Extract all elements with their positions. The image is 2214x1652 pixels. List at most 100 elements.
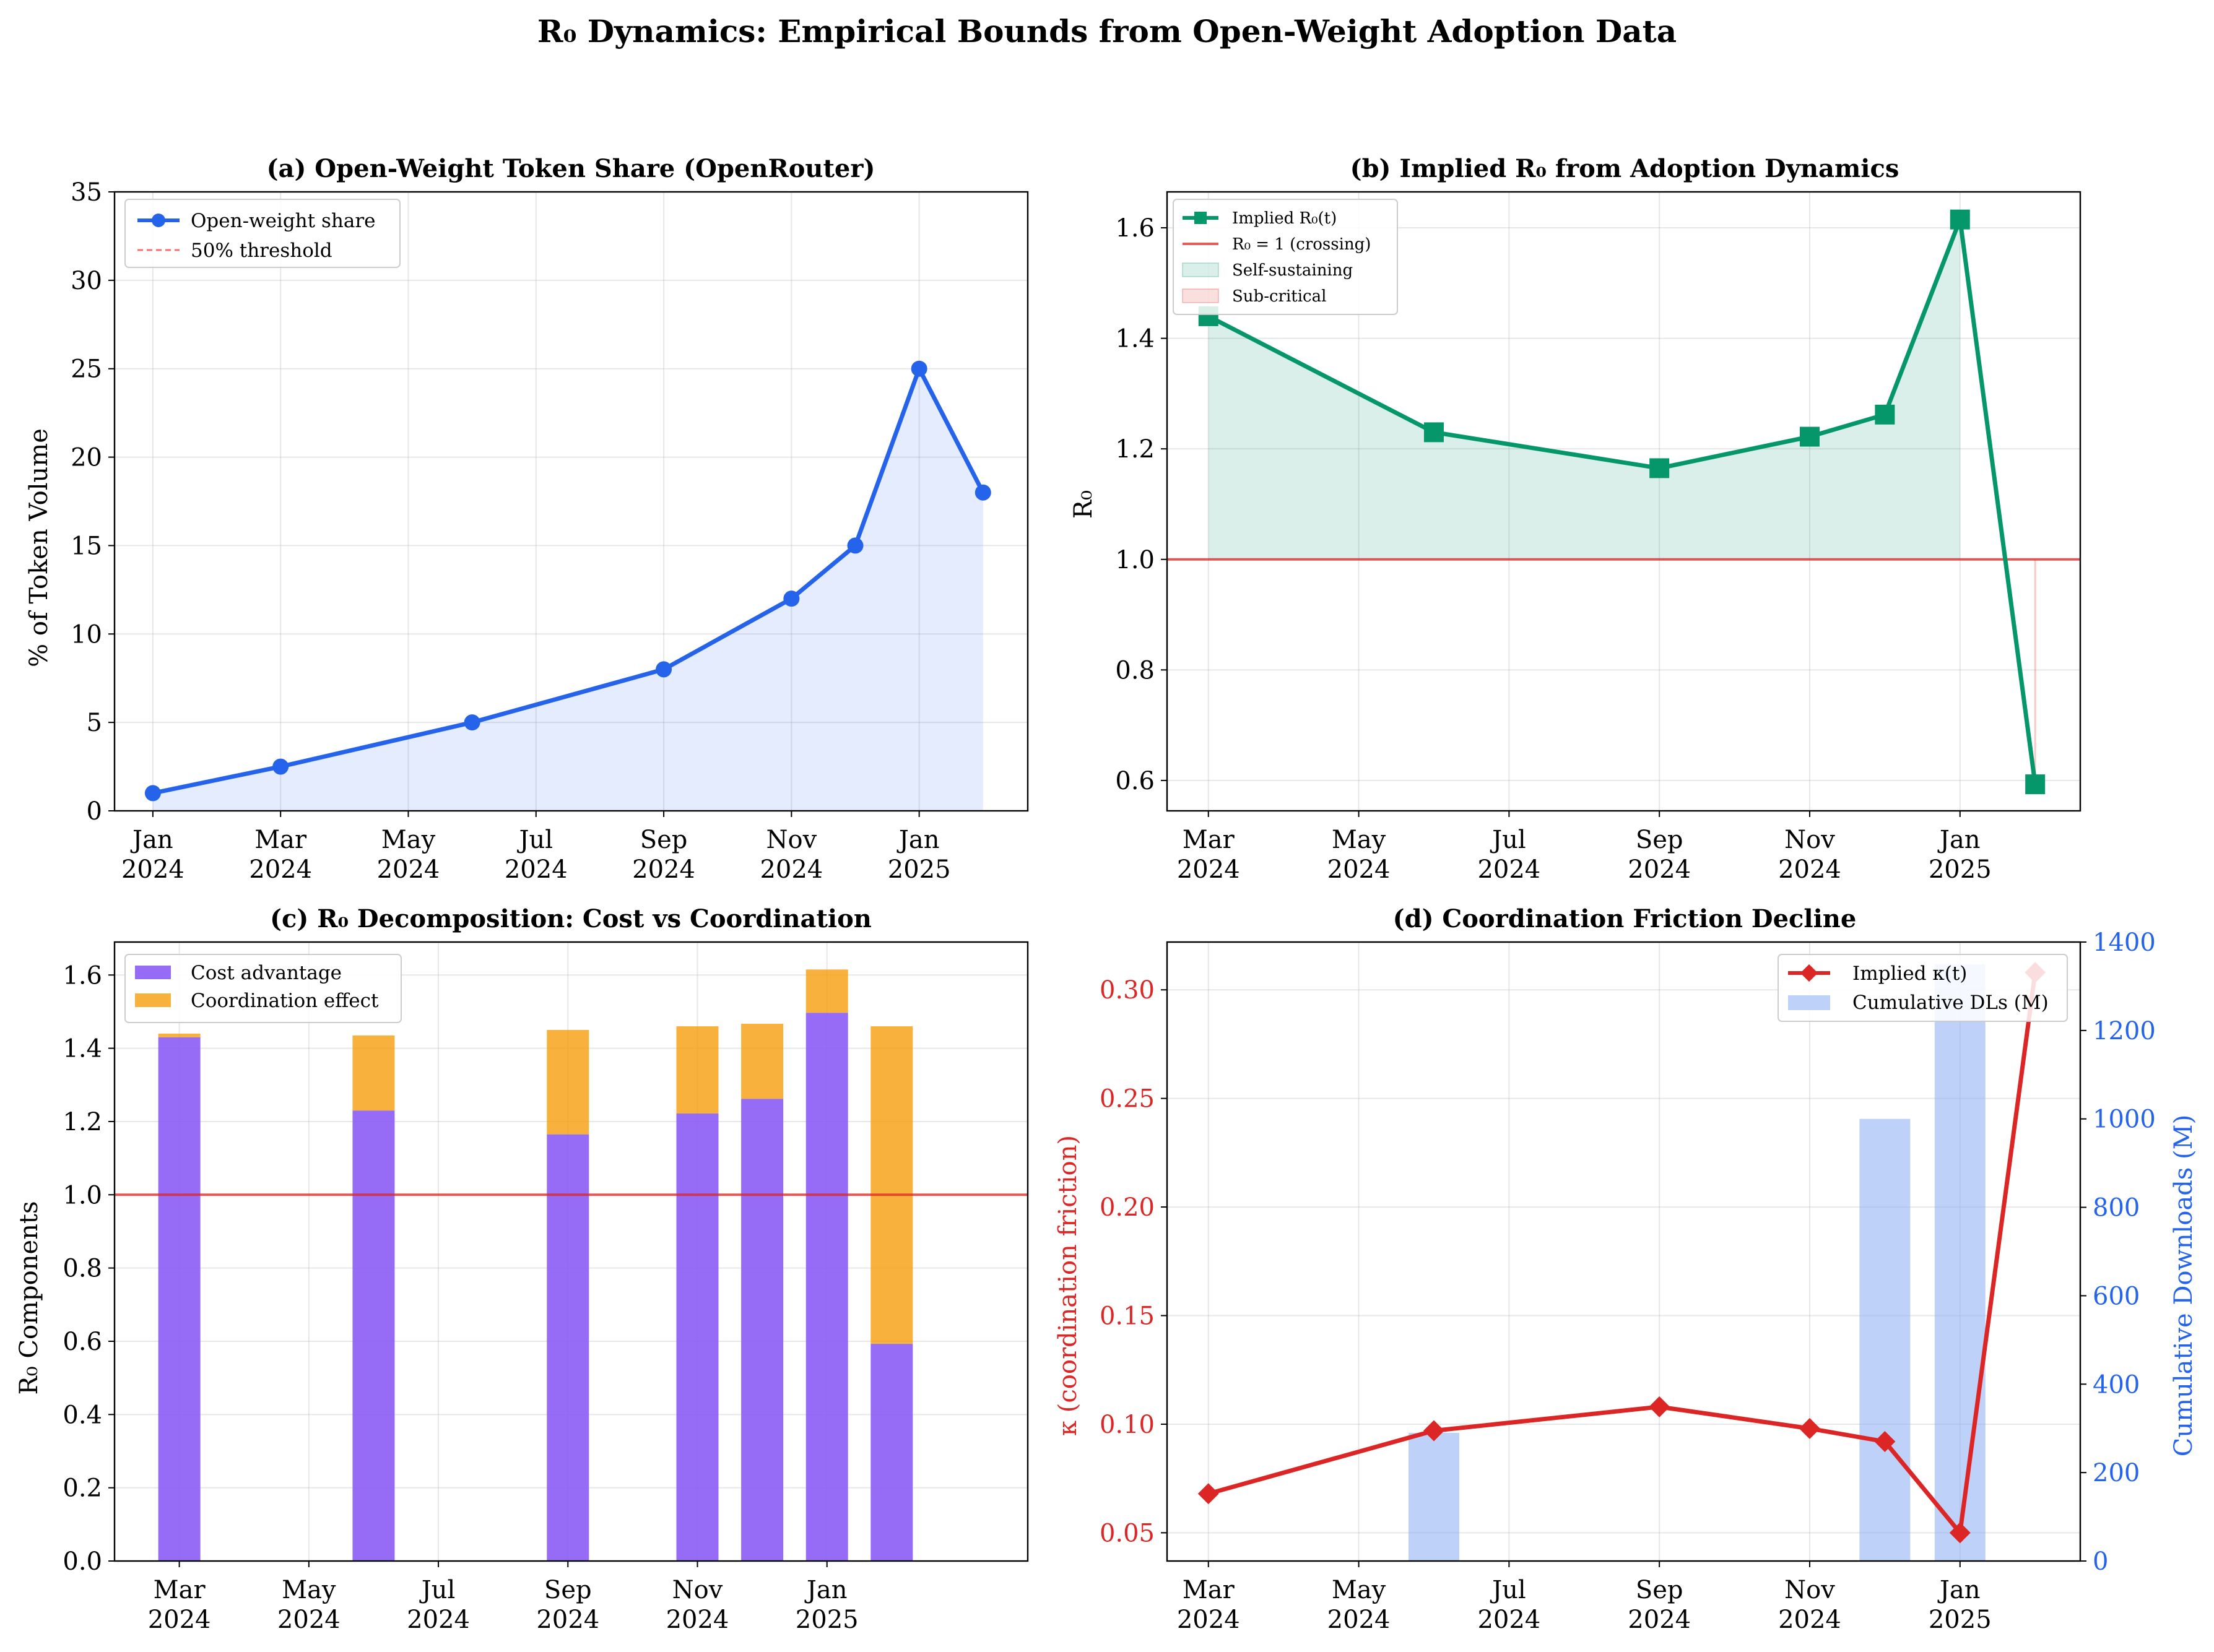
panel-c-r0-decomposition: (c) R₀ Decomposition: Cost vs Coordinati… <box>15 904 1029 1634</box>
x-tick-label-year: 2024 <box>1177 855 1240 884</box>
x-tick-label-month: Jan <box>130 826 173 854</box>
coordination-effect-bar <box>352 1035 395 1111</box>
share-point <box>783 590 800 607</box>
legend-label-crossing: R₀ = 1 (crossing) <box>1232 235 1371 254</box>
panel-d-ylabel-right: Cumulative Downloads (M) <box>2169 1115 2198 1456</box>
legend-frame <box>124 199 401 268</box>
x-tick-label-month: Mar <box>254 826 307 854</box>
panel-b-title: (b) Implied R₀ from Adoption Dynamics <box>1350 154 1899 183</box>
y-tick-label: 0.4 <box>63 1401 102 1429</box>
y-tick-label: 15 <box>71 532 102 560</box>
legend-label-coordination: Coordination effect <box>191 990 379 1012</box>
x-tick-label-year: 2024 <box>1177 1606 1240 1634</box>
x-tick-label-month: Nov <box>1784 826 1835 854</box>
legend-marker-swatch <box>1800 964 1818 982</box>
panel-d-title: (d) Coordination Friction Decline <box>1393 904 1857 933</box>
y-tick-label: 1.4 <box>63 1035 102 1063</box>
panel-c-legend: Cost advantage Coordination effect <box>124 954 402 1023</box>
implied-kappa-point <box>1649 1396 1670 1417</box>
panel-b-implied-r0: (b) Implied R₀ from Adoption Dynamics R₀… <box>1069 154 2082 884</box>
legend-cost-swatch <box>135 966 171 979</box>
x-tick-label-month: May <box>1332 1576 1386 1604</box>
y-tick-label: 0.2 <box>63 1474 102 1503</box>
coordination-effect-bar <box>741 1023 784 1099</box>
x-tick-label-month: Nov <box>672 1576 723 1604</box>
share-point <box>975 484 991 501</box>
cost-advantage-bar <box>676 1113 719 1561</box>
x-tick-label-year: 2024 <box>1778 1606 1841 1634</box>
legend-label-sub-critical: Sub-critical <box>1232 287 1326 306</box>
x-tick-label-month: Jul <box>1490 1576 1526 1604</box>
figure-title: R₀ Dynamics: Empirical Bounds from Open-… <box>537 13 1677 50</box>
share-area-fill <box>152 368 983 811</box>
plot-frame <box>1166 191 2082 812</box>
x-tick-label-month: Nov <box>766 826 817 854</box>
x-tick-label-year: 2025 <box>796 1606 859 1634</box>
x-tick-label-year: 2025 <box>1929 1606 1992 1634</box>
panel-b-legend: Implied R₀(t) R₀ = 1 (crossing) Self-sus… <box>1173 199 1398 315</box>
cost-advantage-bar <box>352 1110 395 1561</box>
implied-r0-point <box>2025 774 2046 795</box>
x-tick-label-year: 2024 <box>1327 1606 1391 1634</box>
panel-a-legend: Open-weight share 50% threshold <box>124 199 401 268</box>
x-tick-label-year: 2024 <box>277 1606 341 1634</box>
cost-advantage-bar <box>741 1099 784 1561</box>
x-tick-label-month: Jan <box>896 826 940 854</box>
y-right-tick-label: 1400 <box>2093 928 2156 957</box>
panel-a-title: (a) Open-Weight Token Share (OpenRouter) <box>267 154 875 183</box>
y-right-tick-label: 0 <box>2093 1547 2108 1576</box>
y-tick-label: 0.30 <box>1100 976 1155 1005</box>
x-tick-label-year: 2024 <box>1477 855 1540 884</box>
y-tick-label: 1.6 <box>1115 214 1155 243</box>
y-tick-label: 1.4 <box>1115 325 1155 353</box>
panel-d-coordination-friction: (d) Coordination Friction Decline κ (coo… <box>1054 904 2198 1634</box>
y-tick-label: 1.6 <box>63 961 102 990</box>
legend-label-open-weight-share: Open-weight share <box>191 210 375 232</box>
panel-c-ylabel: R₀ Components <box>15 1201 43 1395</box>
legend-frame <box>124 954 402 1023</box>
legend-marker-swatch <box>1194 212 1207 224</box>
y-right-tick-label: 200 <box>2093 1459 2140 1487</box>
y-tick-label: 1.0 <box>1115 546 1155 574</box>
cost-advantage-bar <box>805 1013 848 1561</box>
legend-label-threshold: 50% threshold <box>191 240 332 262</box>
x-tick-label-year: 2024 <box>1778 855 1841 884</box>
x-tick-label-year: 2024 <box>249 855 312 884</box>
x-tick-label-year: 2024 <box>1327 855 1391 884</box>
legend-self-sustaining-swatch <box>1182 262 1219 277</box>
implied-r0-point <box>1649 458 1670 478</box>
x-tick-label-year: 2024 <box>1628 1606 1691 1634</box>
panel-c-title: (c) R₀ Decomposition: Cost vs Coordinati… <box>270 904 872 933</box>
y-tick-label: 0.6 <box>63 1328 102 1356</box>
x-tick-label-year: 2024 <box>536 1606 599 1634</box>
panel-d-ylabel-left: κ (coordination friction) <box>1054 1135 1082 1436</box>
y-tick-label: 0.8 <box>63 1255 102 1283</box>
panel-d-legend: Implied κ(t) Cumulative DLs (M) <box>1778 954 2068 1022</box>
legend-sub-critical-swatch <box>1182 288 1219 303</box>
y-tick-label: 1.2 <box>1115 435 1155 464</box>
y-tick-label: 0 <box>87 797 102 826</box>
x-tick-label-year: 2025 <box>888 855 951 884</box>
legend-label-self-sustaining: Self-sustaining <box>1232 261 1353 280</box>
legend-label-kappa: Implied κ(t) <box>1852 962 1967 985</box>
y-tick-label: 5 <box>87 709 102 737</box>
implied-kappa-point <box>1949 1522 1971 1544</box>
x-tick-label-year: 2024 <box>1628 855 1691 884</box>
self-sustaining-fill <box>1208 219 1960 560</box>
x-tick-label-month: Sep <box>544 1576 592 1604</box>
panel-a-ylabel: % of Token Volume <box>25 428 53 667</box>
legend-frame <box>1778 954 2068 1022</box>
cumulative-downloads-bar <box>1408 1432 1459 1561</box>
implied-r0-point <box>1799 426 1820 447</box>
x-tick-label-year: 2024 <box>760 855 823 884</box>
legend-label-cost: Cost advantage <box>191 962 342 984</box>
share-point <box>144 785 161 802</box>
y-right-tick-label: 1000 <box>2093 1105 2156 1134</box>
cumulative-downloads-bar <box>1934 964 1986 1561</box>
implied-kappa-point <box>1874 1431 1896 1452</box>
y-tick-label: 0.20 <box>1100 1193 1155 1222</box>
implied-r0-point <box>1875 404 1895 425</box>
share-point <box>656 661 672 678</box>
implied-r0-point <box>1950 209 1970 230</box>
y-right-tick-label: 800 <box>2093 1194 2140 1222</box>
